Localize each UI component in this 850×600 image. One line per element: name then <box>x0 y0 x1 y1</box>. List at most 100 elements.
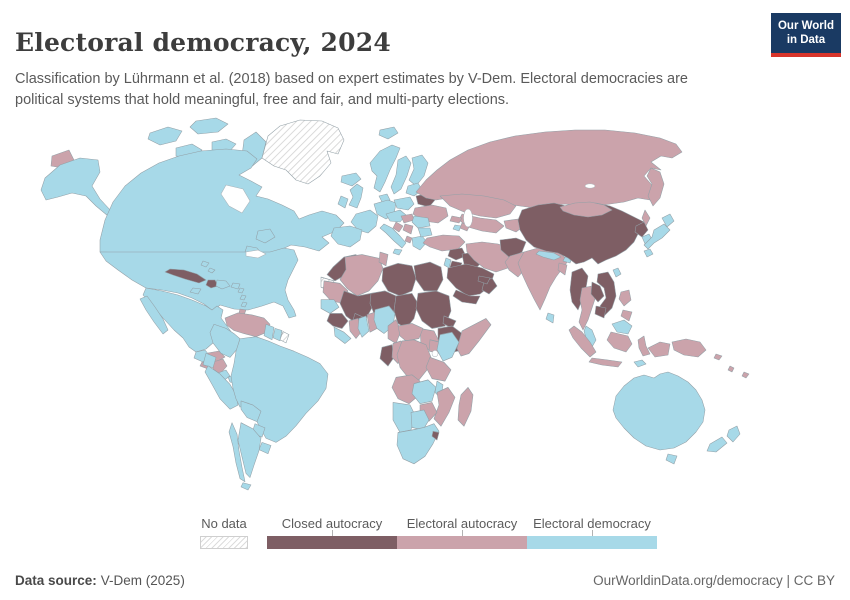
region-greece[interactable] <box>411 235 428 251</box>
legend-swatch-electoral-autocracy[interactable] <box>397 536 527 549</box>
region-nepal[interactable] <box>535 250 562 261</box>
region-canada-arctic-4[interactable] <box>211 138 237 153</box>
region-finland[interactable] <box>408 154 429 187</box>
region-yemen[interactable] <box>452 289 481 305</box>
region-kenya[interactable] <box>436 331 460 362</box>
region-japan-hokkaido[interactable] <box>661 213 675 228</box>
region-papua-new-guinea[interactable] <box>671 338 707 358</box>
region-sierra-leone-liberia[interactable] <box>333 326 352 344</box>
region-serbia[interactable] <box>402 223 414 235</box>
region-united-kingdom[interactable] <box>348 183 364 209</box>
region-japan-kyushu[interactable] <box>643 248 654 258</box>
region-drc[interactable] <box>396 339 432 381</box>
region-canada-arctic-2[interactable] <box>189 117 229 135</box>
region-mexico-baja[interactable] <box>139 295 169 335</box>
region-chile[interactable] <box>228 422 246 483</box>
region-canada-arctic-1[interactable] <box>147 126 183 146</box>
region-indonesia-sulawesi[interactable] <box>637 335 651 357</box>
region-sweden[interactable] <box>390 155 412 195</box>
region-indonesia-papua[interactable] <box>647 341 671 358</box>
region-iceland[interactable] <box>340 172 362 187</box>
region-iberia[interactable] <box>330 225 363 248</box>
region-bolivia[interactable] <box>240 400 262 422</box>
region-guinea[interactable] <box>326 313 349 329</box>
region-tunisia[interactable] <box>378 251 389 267</box>
region-sudan[interactable] <box>415 290 452 329</box>
region-somalia[interactable] <box>456 318 492 357</box>
region-syria[interactable] <box>447 247 467 261</box>
region-puerto-rico[interactable] <box>230 282 241 290</box>
region-lesser-antilles-1[interactable] <box>237 287 245 294</box>
region-zambia[interactable] <box>411 379 437 405</box>
region-colombia[interactable] <box>209 323 241 358</box>
region-albania[interactable] <box>404 235 413 244</box>
region-ecuador[interactable] <box>202 352 217 369</box>
region-tierra-del-fuego[interactable] <box>240 482 252 491</box>
region-eswatini[interactable] <box>431 430 440 441</box>
region-lesser-antilles-2[interactable] <box>239 294 247 301</box>
region-indonesia-borneo[interactable] <box>606 331 633 353</box>
region-italy[interactable] <box>379 223 407 249</box>
region-lesser-antilles-3[interactable] <box>240 301 248 308</box>
region-japan-honshu[interactable] <box>643 223 671 250</box>
region-mongolia[interactable] <box>559 201 613 218</box>
region-philippines-luzon[interactable] <box>618 289 632 307</box>
region-jamaica[interactable] <box>189 287 202 295</box>
region-vanuatu[interactable] <box>727 365 735 373</box>
region-uae-qatar[interactable] <box>477 275 491 285</box>
region-taiwan[interactable] <box>612 267 622 278</box>
region-sri-lanka[interactable] <box>545 312 555 324</box>
region-tasmania[interactable] <box>665 453 678 465</box>
region-alaska[interactable] <box>40 157 113 217</box>
region-egypt[interactable] <box>413 261 444 292</box>
region-angola[interactable] <box>391 374 421 405</box>
region-guyana[interactable] <box>263 323 275 341</box>
region-haiti[interactable] <box>205 279 219 289</box>
region-timor-leste[interactable] <box>633 359 647 368</box>
region-bangladesh[interactable] <box>557 262 568 276</box>
region-armenia[interactable] <box>452 224 462 232</box>
region-mozambique[interactable] <box>433 387 456 427</box>
region-cambodia[interactable] <box>594 305 607 319</box>
region-cuba[interactable] <box>164 268 207 284</box>
region-indonesia-java[interactable] <box>588 357 623 368</box>
region-new-zealand-north[interactable] <box>726 425 741 443</box>
region-georgia[interactable] <box>449 215 463 224</box>
region-svalbard[interactable] <box>378 126 399 140</box>
region-canada[interactable] <box>99 148 345 257</box>
region-ireland[interactable] <box>337 195 349 209</box>
region-romania[interactable] <box>411 215 431 229</box>
owid-logo[interactable]: Our World in Data <box>770 13 841 57</box>
region-new-zealand-south[interactable] <box>706 436 728 453</box>
region-canada-newfoundland[interactable] <box>255 228 276 244</box>
region-gabon[interactable] <box>379 344 395 367</box>
region-bahamas-1[interactable] <box>200 260 210 268</box>
region-dominican-republic[interactable] <box>215 279 231 290</box>
region-peru[interactable] <box>204 365 239 410</box>
legend-swatch-closed-autocracy[interactable] <box>267 536 397 549</box>
region-madagascar[interactable] <box>457 387 474 427</box>
region-senegal[interactable] <box>320 299 340 314</box>
region-philippines-mindanao[interactable] <box>620 309 633 322</box>
region-australia[interactable] <box>612 371 706 451</box>
region-bahamas-2[interactable] <box>207 267 216 274</box>
region-french-guiana[interactable] <box>279 331 290 344</box>
region-bosnia[interactable] <box>392 221 404 233</box>
region-fiji[interactable] <box>741 371 750 379</box>
region-solomon-islands[interactable] <box>713 353 723 361</box>
legend-swatch-no-data[interactable] <box>200 536 248 549</box>
region-uruguay[interactable] <box>258 442 272 455</box>
region-tanzania[interactable] <box>425 356 452 382</box>
region-libya[interactable] <box>381 262 417 297</box>
region-indonesia-sumatra[interactable] <box>568 325 597 358</box>
region-malaysia-borneo[interactable] <box>611 319 633 335</box>
region-argentina[interactable] <box>237 422 262 478</box>
region-russia-kamchatka[interactable] <box>646 167 665 207</box>
region-poland[interactable] <box>393 196 415 211</box>
region-bulgaria[interactable] <box>417 227 433 238</box>
region-suriname[interactable] <box>272 328 283 342</box>
region-north-korea[interactable] <box>634 221 649 238</box>
region-central-african-republic[interactable] <box>397 323 424 342</box>
region-ghana[interactable] <box>357 315 370 338</box>
region-laos[interactable] <box>590 281 605 303</box>
